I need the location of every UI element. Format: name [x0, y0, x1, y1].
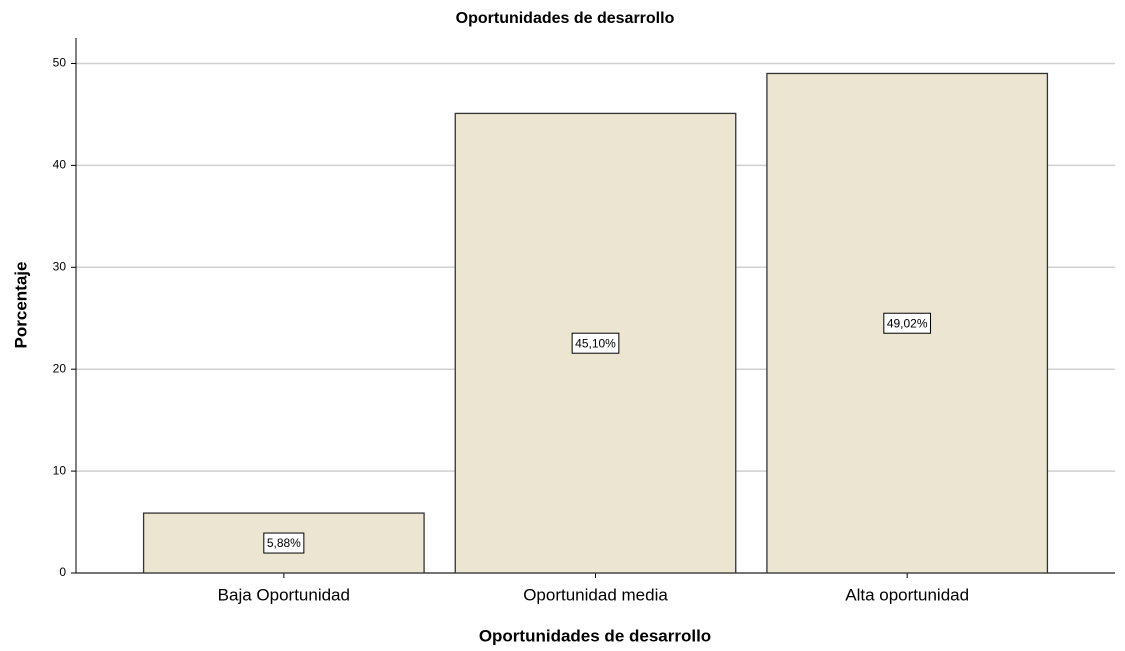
- y-tick-label: 20: [53, 361, 67, 375]
- value-label: 49,02%: [887, 316, 928, 330]
- y-tick-label: 40: [53, 158, 67, 172]
- value-label-box: [571, 332, 620, 354]
- y-tick-label: 0: [59, 565, 66, 579]
- chart-title: Oportunidades de desarrollo: [456, 10, 675, 27]
- y-tick-label: 50: [53, 56, 67, 70]
- x-axis-label: Oportunidades de desarrollo: [479, 626, 711, 645]
- x-tick-label: Baja Oportunidad: [218, 585, 350, 604]
- value-label: 5,88%: [267, 536, 301, 550]
- x-tick-label: Alta oportunidad: [845, 585, 969, 604]
- y-tick-label: 10: [53, 463, 67, 477]
- x-tick-label: Oportunidad media: [523, 585, 668, 604]
- value-label-box: [883, 312, 932, 334]
- y-tick-label: 30: [53, 259, 67, 273]
- y-axis-label: Porcentaje: [11, 262, 30, 349]
- value-label-box: [263, 532, 305, 554]
- value-label: 45,10%: [575, 336, 616, 350]
